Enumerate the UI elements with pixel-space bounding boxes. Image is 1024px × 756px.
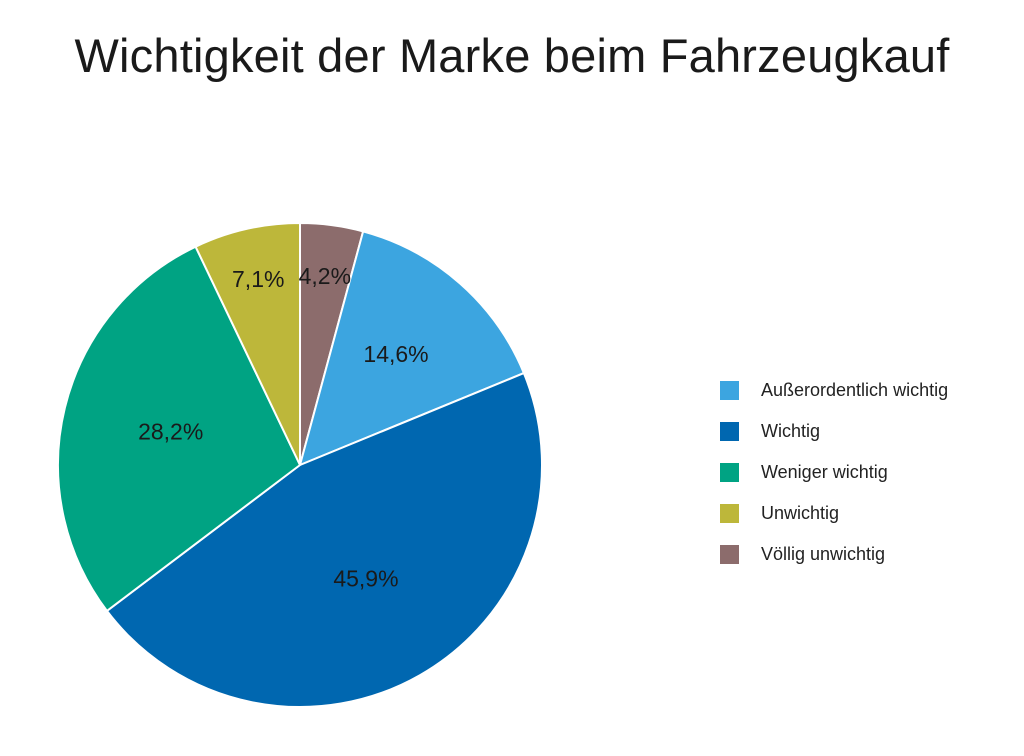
legend-swatch xyxy=(720,504,739,523)
slice-value-label: 14,6% xyxy=(363,341,428,367)
pie-slice-3 xyxy=(194,221,301,466)
pie-slice-2 xyxy=(57,245,302,613)
legend: Außerordentlich wichtig Wichtig Weniger … xyxy=(720,370,948,575)
legend-swatch xyxy=(720,463,739,482)
legend-item-unwichtig: Unwichtig xyxy=(720,493,948,534)
legend-item-wichtig: Wichtig xyxy=(720,411,948,452)
slice-value-label: 45,9% xyxy=(333,566,398,592)
legend-item-voellig-unwichtig: Völlig unwichtig xyxy=(720,534,948,575)
slice-value-label: 7,1% xyxy=(232,266,284,292)
legend-swatch xyxy=(720,422,739,441)
slice-value-label: 4,2% xyxy=(299,263,351,289)
legend-swatch xyxy=(720,381,739,400)
chart-title: Wichtigkeit der Marke beim Fahrzeugkauf xyxy=(74,29,950,82)
legend-label: Weniger wichtig xyxy=(761,462,888,482)
legend-label: Außerordentlich wichtig xyxy=(761,380,949,400)
legend-item-weniger-wichtig: Weniger wichtig xyxy=(720,452,948,493)
pie-slice-0 xyxy=(298,230,526,467)
slice-value-label: 28,2% xyxy=(138,419,203,445)
legend-label: Völlig unwichtig xyxy=(761,544,886,564)
legend-label: Wichtig xyxy=(761,421,821,441)
legend-item-ausserordentlich-wichtig: Außerordentlich wichtig xyxy=(720,370,948,411)
legend-swatch xyxy=(720,545,739,564)
pie-slice-1 xyxy=(105,371,543,708)
legend-label: Unwichtig xyxy=(761,503,840,523)
